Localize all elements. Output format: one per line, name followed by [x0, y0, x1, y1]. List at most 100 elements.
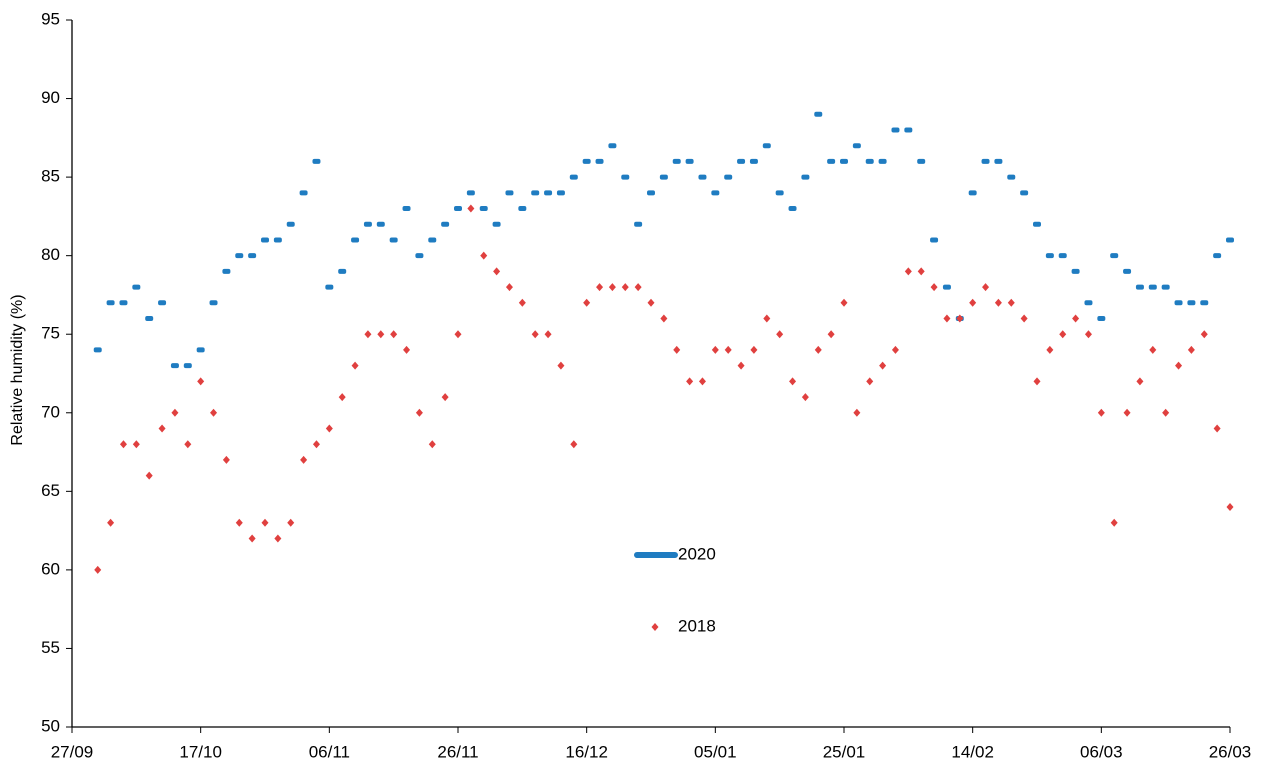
point: [982, 283, 990, 292]
point: [300, 455, 308, 464]
point: [415, 253, 424, 259]
point: [686, 377, 694, 386]
point: [145, 471, 153, 480]
legend-swatch: [651, 623, 659, 631]
point: [403, 345, 411, 354]
point: [698, 174, 707, 180]
x-tick-label: 27/09: [51, 742, 94, 761]
point: [493, 267, 501, 276]
point: [106, 300, 115, 306]
point: [505, 190, 514, 196]
point: [119, 300, 128, 306]
point: [621, 174, 630, 180]
point: [210, 408, 218, 417]
point: [94, 565, 102, 574]
y-tick-label: 75: [41, 324, 60, 343]
y-axis-label: Relative humidity (%): [9, 294, 26, 445]
point: [1072, 314, 1080, 323]
point: [1110, 518, 1118, 527]
x-tick-label: 16/12: [565, 742, 608, 761]
x-tick-label: 06/03: [1080, 742, 1123, 761]
point: [325, 284, 334, 290]
point: [441, 221, 450, 227]
point: [1123, 408, 1131, 417]
point: [505, 283, 513, 292]
point: [1033, 221, 1041, 227]
y-tick-label: 55: [41, 638, 60, 657]
point: [273, 237, 282, 243]
point: [608, 283, 616, 292]
point: [827, 158, 836, 164]
point: [544, 330, 552, 339]
point: [1071, 268, 1080, 274]
point: [531, 190, 540, 196]
point: [222, 455, 230, 464]
point: [1213, 253, 1222, 259]
point: [363, 221, 372, 227]
legend-label: 2018: [678, 616, 716, 635]
y-tick-label: 65: [41, 481, 60, 500]
point: [312, 440, 320, 449]
point: [659, 174, 668, 180]
y-tick-label: 50: [41, 716, 60, 735]
point: [107, 518, 115, 527]
point: [865, 158, 874, 164]
y-tick-label: 90: [41, 88, 60, 107]
point: [801, 393, 809, 402]
point: [583, 298, 591, 307]
point: [1033, 377, 1041, 386]
point: [969, 298, 977, 307]
point: [917, 158, 926, 164]
point: [261, 237, 269, 243]
point: [840, 158, 848, 164]
point: [557, 361, 565, 370]
point: [171, 408, 179, 417]
point: [1226, 237, 1234, 243]
point: [763, 314, 771, 323]
point: [1059, 330, 1067, 339]
point: [1097, 408, 1105, 417]
legend-label: 2020: [678, 544, 716, 563]
point: [235, 253, 244, 259]
point: [879, 361, 887, 370]
point: [145, 316, 154, 322]
x-tick-label: 26/11: [437, 742, 478, 761]
point: [1149, 345, 1157, 354]
point: [956, 314, 964, 323]
point: [570, 440, 578, 449]
point: [852, 143, 861, 149]
point: [261, 518, 269, 527]
point: [595, 158, 604, 164]
point: [737, 361, 745, 370]
point: [351, 237, 360, 243]
point: [196, 347, 205, 353]
x-tick-label: 06/11: [309, 742, 350, 761]
point: [1045, 253, 1054, 259]
point: [1007, 174, 1016, 180]
point: [647, 190, 655, 196]
point: [943, 314, 951, 323]
point: [390, 330, 398, 339]
point: [569, 174, 578, 180]
point: [878, 158, 887, 164]
point: [158, 300, 167, 306]
point: [466, 190, 475, 196]
point: [582, 158, 591, 164]
point: [415, 408, 423, 417]
point: [724, 345, 732, 354]
y-tick-label: 70: [41, 402, 60, 421]
point: [222, 268, 231, 274]
point: [428, 237, 437, 243]
point: [286, 221, 295, 227]
point: [480, 251, 488, 260]
point: [518, 206, 527, 212]
point: [556, 190, 565, 196]
point: [1084, 330, 1092, 339]
point: [312, 158, 321, 164]
point: [389, 237, 398, 243]
point: [479, 206, 488, 212]
y-tick-label: 80: [41, 245, 60, 264]
point: [904, 267, 912, 276]
point: [1226, 503, 1234, 512]
